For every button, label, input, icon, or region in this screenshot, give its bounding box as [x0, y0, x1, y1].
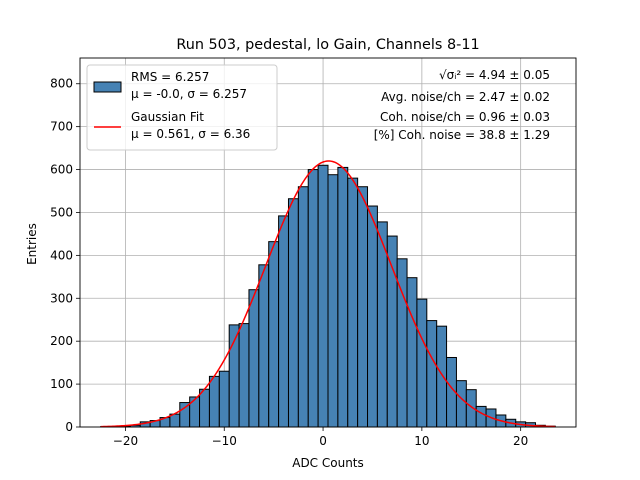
histogram-bar	[258, 264, 270, 428]
histogram-bar	[337, 166, 349, 428]
x-axis-label: ADC Counts	[292, 456, 364, 470]
y-axis-label: Entries	[25, 223, 39, 265]
chart-title: Run 503, pedestal, lo Gain, Channels 8-1…	[176, 37, 479, 53]
plot-frame	[79, 57, 577, 428]
y-tick-label-4: 400	[50, 248, 73, 262]
histogram-bar	[357, 186, 369, 428]
y-tick-label-1: 100	[50, 377, 73, 391]
legend-label-fit: Gaussian Fit	[131, 110, 204, 124]
x-tick-label-1: −10	[212, 434, 237, 448]
y-tick-label-5: 500	[50, 205, 73, 219]
annotation-sigma-label: √σᵢ²	[439, 68, 461, 82]
histogram-bar	[367, 205, 378, 428]
histogram-bar	[386, 235, 398, 428]
histogram-bar	[436, 325, 448, 428]
annotation-sigma: √σᵢ² = 4.94 ± 0.05	[439, 68, 550, 82]
annotation-avg-noise-label: Avg. noise/ch	[381, 90, 461, 104]
annotation-coh-noise: Coh. noise/ch = 0.96 ± 0.03	[380, 110, 550, 124]
histogram-bar	[238, 323, 250, 428]
gaussian-fit-line	[100, 160, 556, 428]
histogram-bars	[100, 164, 556, 428]
histogram-bar	[317, 164, 329, 428]
y-tick-label-8: 800	[50, 77, 73, 91]
x-axis-ticks: −20 −10 0 10 20	[113, 427, 528, 448]
histogram-bar	[327, 174, 339, 428]
annotation-sigma-value: = 4.94 ± 0.05	[465, 68, 550, 82]
legend-box	[86, 64, 278, 151]
histogram-bar	[347, 177, 359, 428]
annotation-avg-noise-value: = 2.47 ± 0.02	[465, 90, 550, 104]
histogram-bar	[455, 380, 467, 428]
noise-annotations: √σᵢ² = 4.94 ± 0.05 Avg. noise/ch = 2.47 …	[374, 68, 550, 142]
x-tick-label-4: 20	[513, 434, 528, 448]
annotation-coh-noise-value: = 0.96 ± 0.03	[465, 110, 550, 124]
histogram-bar	[416, 298, 428, 428]
legend-label-fit-stats: μ = 0.561, σ = 6.36	[131, 127, 250, 141]
histogram-bar	[287, 198, 299, 428]
y-tick-label-6: 600	[50, 163, 73, 177]
histogram-bar	[248, 289, 260, 428]
y-tick-label-2: 200	[50, 334, 73, 348]
histogram-bar	[208, 375, 220, 428]
histogram-bar	[278, 215, 289, 428]
histogram-bar	[189, 396, 201, 428]
x-tick-label-0: −20	[113, 434, 138, 448]
histogram-bar	[406, 277, 418, 428]
annotation-coh-percent: [%] Coh. noise = 38.8 ± 1.29	[374, 128, 550, 142]
histogram-bar	[475, 405, 487, 428]
histogram-bar	[307, 169, 319, 428]
annotation-coh-percent-label: [%] Coh. noise	[374, 128, 461, 142]
legend-label-histogram: RMS = 6.257	[131, 70, 209, 84]
y-tick-label-7: 700	[50, 120, 73, 134]
annotation-avg-noise: Avg. noise/ch = 2.47 ± 0.02	[381, 90, 550, 104]
histogram-bar	[426, 320, 438, 428]
legend: RMS = 6.257 μ = -0.0, σ = 6.257 Gaussian…	[86, 64, 278, 151]
y-axis-ticks: 0 100 200 300 400 500 600 700 800	[50, 77, 80, 434]
annotation-coh-percent-value: = 38.8 ± 1.29	[465, 128, 550, 142]
x-tick-label-2: 0	[319, 434, 327, 448]
legend-swatch-histogram	[93, 81, 122, 93]
x-tick-label-3: 10	[414, 434, 429, 448]
annotation-coh-noise-label: Coh. noise/ch	[380, 110, 461, 124]
histogram-bar	[218, 370, 230, 428]
legend-label-histogram-stats: μ = -0.0, σ = 6.257	[131, 87, 247, 101]
y-tick-label-0: 0	[65, 420, 73, 434]
histogram-bar	[199, 388, 210, 428]
histogram-bar	[268, 241, 280, 428]
histogram-bar	[179, 402, 191, 428]
y-tick-label-3: 300	[50, 291, 73, 305]
histogram-bar	[297, 186, 309, 428]
